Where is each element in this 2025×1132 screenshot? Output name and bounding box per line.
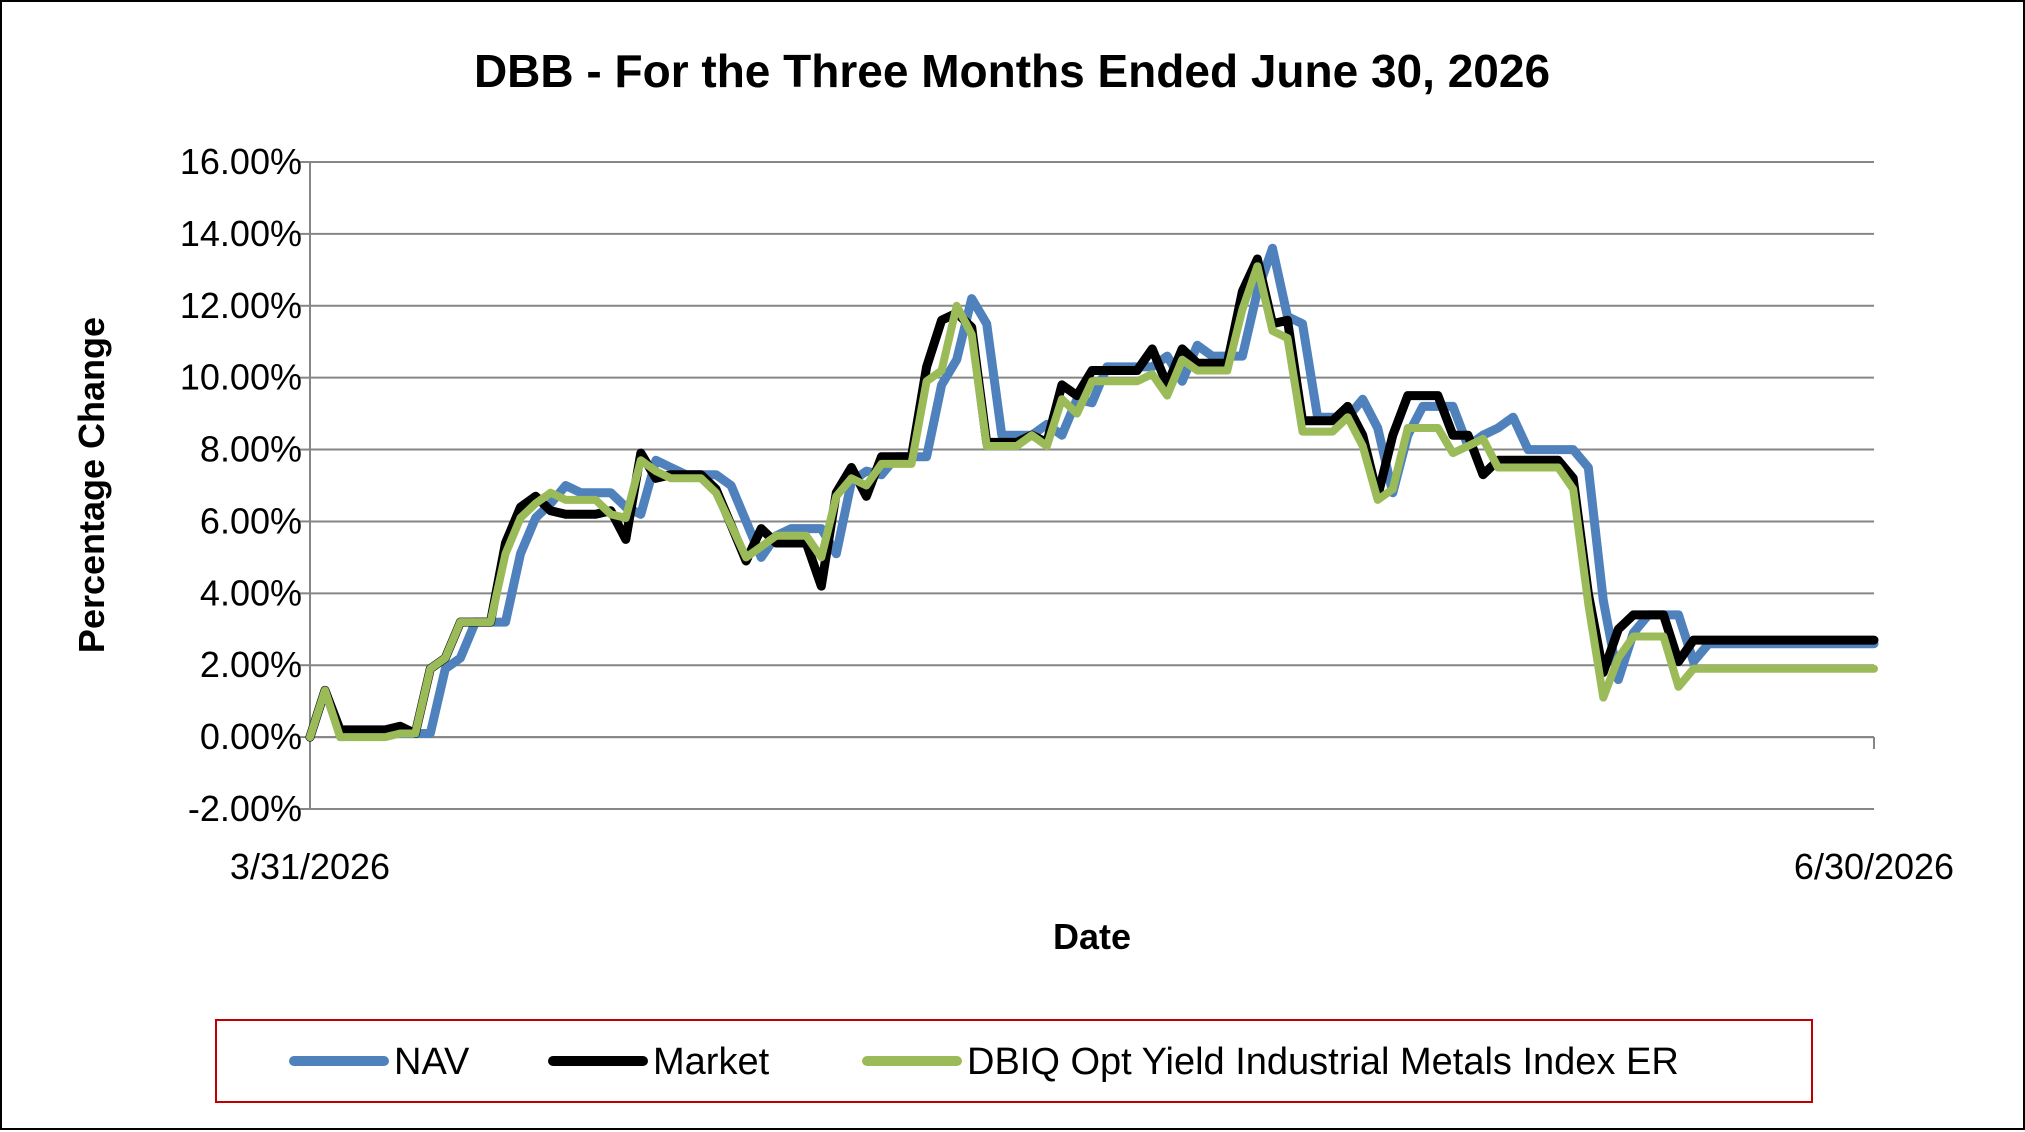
y-tick-label: -2.00%	[188, 788, 302, 829]
legend-box	[215, 1019, 1813, 1103]
y-axis-title: Percentage Change	[71, 317, 112, 653]
y-axis-tick-labels: -2.00% 0.00% 2.00% 4.00% 6.00% 8.00% 10.00% 12.…	[180, 141, 302, 829]
y-tick-label: 10.00%	[180, 357, 302, 398]
x-tick-label-end: 6/30/2026	[1794, 846, 1954, 887]
legend-label-2: DBIQ Opt Yield Industrial Metals Index E…	[967, 1041, 1679, 1083]
legend-label-0: NAV	[394, 1041, 470, 1083]
y-tick-label: 2.00%	[200, 644, 302, 685]
y-tick-label: 12.00%	[180, 285, 302, 326]
y-tick-label: 0.00%	[200, 716, 302, 757]
x-axis-title: Date	[1053, 916, 1131, 957]
y-tick-label: 8.00%	[200, 429, 302, 470]
x-tick-label-start: 3/31/2026	[230, 846, 390, 887]
series-lines	[305, 243, 1879, 742]
legend-label-1: Market	[653, 1041, 770, 1083]
y-tick-label: 6.00%	[200, 500, 302, 541]
series-line-dbiq-opt-yield-industrial-metals-index-er	[306, 262, 1878, 742]
gridlines	[300, 161, 1874, 810]
y-tick-label: 14.00%	[180, 213, 302, 254]
y-tick-label: 16.00%	[180, 141, 302, 182]
legend: NAV Market DBIQ Opt Yield Industrial Metal…	[289, 1041, 1679, 1083]
chart-title: DBB - For the Three Months Ended June 30…	[474, 45, 1550, 97]
series-line-market	[305, 254, 1879, 742]
y-tick-label: 4.00%	[200, 572, 302, 613]
